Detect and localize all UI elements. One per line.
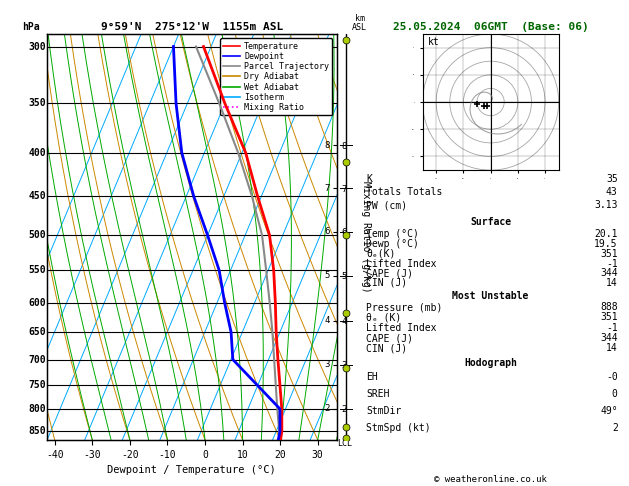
Text: 43: 43: [606, 187, 618, 197]
Text: PW (cm): PW (cm): [366, 200, 408, 210]
Text: θₑ (K): θₑ (K): [366, 312, 401, 322]
Text: 350: 350: [28, 99, 46, 108]
Text: θₑ(K): θₑ(K): [366, 249, 396, 259]
Text: -1: -1: [606, 323, 618, 333]
Text: 14: 14: [606, 278, 618, 288]
Text: 3.13: 3.13: [594, 200, 618, 210]
Text: 7: 7: [325, 184, 330, 192]
Text: 8: 8: [325, 141, 330, 150]
Text: 650: 650: [28, 327, 46, 337]
Text: 6: 6: [325, 227, 330, 236]
Text: 344: 344: [600, 333, 618, 343]
Text: 850: 850: [28, 426, 46, 436]
Text: 500: 500: [28, 230, 46, 240]
Y-axis label: Mixing Ratio (g/kg): Mixing Ratio (g/kg): [360, 181, 370, 293]
Text: 5: 5: [325, 271, 330, 280]
Text: 2: 2: [612, 423, 618, 433]
Text: 550: 550: [28, 265, 46, 276]
Text: CAPE (J): CAPE (J): [366, 268, 413, 278]
Text: 35: 35: [606, 174, 618, 184]
Text: 0: 0: [612, 389, 618, 399]
Text: 344: 344: [600, 268, 618, 278]
Text: SREH: SREH: [366, 389, 390, 399]
Text: 400: 400: [28, 148, 46, 158]
Text: 14: 14: [606, 344, 618, 353]
Text: EH: EH: [366, 372, 378, 382]
Text: -0: -0: [606, 372, 618, 382]
Text: 19.5: 19.5: [594, 239, 618, 249]
Text: 300: 300: [28, 41, 46, 52]
Text: CIN (J): CIN (J): [366, 278, 408, 288]
Text: Pressure (mb): Pressure (mb): [366, 302, 443, 312]
Text: LCL: LCL: [337, 439, 352, 448]
Text: Lifted Index: Lifted Index: [366, 323, 437, 333]
Text: CIN (J): CIN (J): [366, 344, 408, 353]
Text: hPa: hPa: [23, 22, 40, 32]
Text: 750: 750: [28, 380, 46, 390]
Text: CAPE (J): CAPE (J): [366, 333, 413, 343]
Text: 2: 2: [325, 404, 330, 414]
Text: K: K: [366, 174, 372, 184]
Text: km
ASL: km ASL: [352, 14, 367, 32]
X-axis label: Dewpoint / Temperature (°C): Dewpoint / Temperature (°C): [108, 465, 276, 475]
Text: © weatheronline.co.uk: © weatheronline.co.uk: [434, 474, 547, 484]
Text: 888: 888: [600, 302, 618, 312]
Text: 25.05.2024  06GMT  (Base: 06): 25.05.2024 06GMT (Base: 06): [392, 21, 589, 32]
Text: Totals Totals: Totals Totals: [366, 187, 443, 197]
Text: Surface: Surface: [470, 217, 511, 227]
Text: 800: 800: [28, 404, 46, 414]
Title: 9°59'N  275°12'W  1155m ASL: 9°59'N 275°12'W 1155m ASL: [101, 22, 283, 32]
Text: Hodograph: Hodograph: [464, 358, 517, 368]
Text: 4: 4: [325, 316, 330, 325]
Text: 20.1: 20.1: [594, 229, 618, 240]
Text: Most Unstable: Most Unstable: [452, 291, 529, 301]
Text: 450: 450: [28, 191, 46, 201]
Text: 600: 600: [28, 297, 46, 308]
Text: 3: 3: [325, 360, 330, 369]
Text: StmDir: StmDir: [366, 406, 401, 416]
Text: Temp (°C): Temp (°C): [366, 229, 419, 240]
Text: Lifted Index: Lifted Index: [366, 259, 437, 269]
Text: kt: kt: [428, 37, 440, 47]
Legend: Temperature, Dewpoint, Parcel Trajectory, Dry Adiabat, Wet Adiabat, Isotherm, Mi: Temperature, Dewpoint, Parcel Trajectory…: [220, 38, 332, 115]
Text: Dewp (°C): Dewp (°C): [366, 239, 419, 249]
Text: -1: -1: [606, 259, 618, 269]
Text: StmSpd (kt): StmSpd (kt): [366, 423, 431, 433]
Text: 49°: 49°: [600, 406, 618, 416]
Text: 351: 351: [600, 249, 618, 259]
Text: 700: 700: [28, 354, 46, 364]
Text: 351: 351: [600, 312, 618, 322]
